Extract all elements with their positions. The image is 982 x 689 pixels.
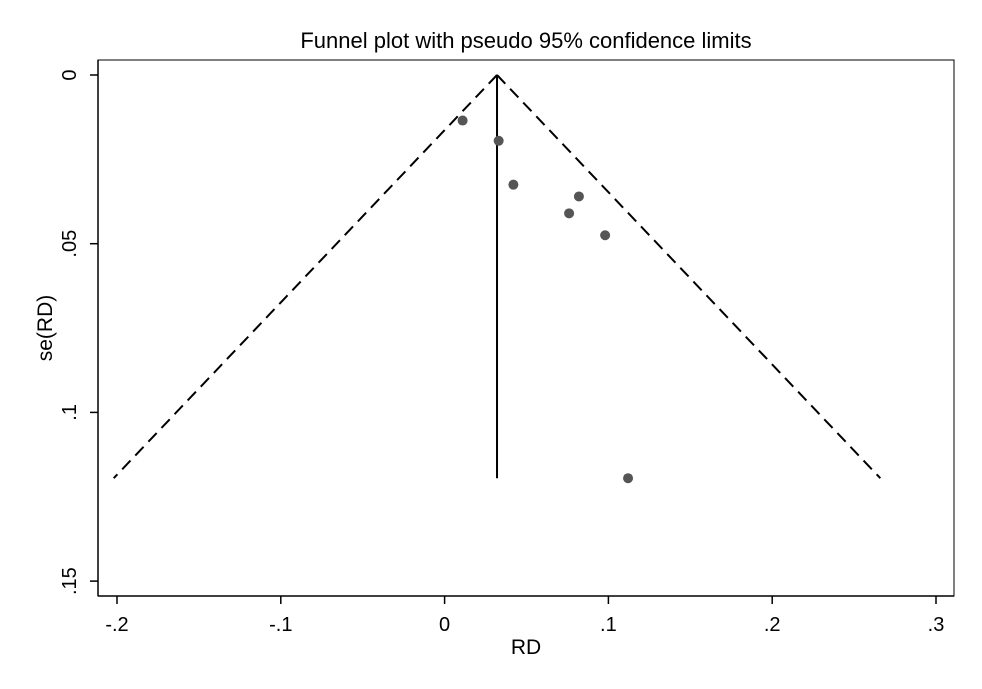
- y-tick-label: 0: [59, 69, 81, 80]
- x-tick-label: .3: [928, 614, 945, 636]
- y-tick-label: .1: [59, 404, 81, 421]
- data-point: [600, 230, 611, 241]
- x-tick-label: -.2: [105, 614, 128, 636]
- data-point: [564, 208, 575, 219]
- data-points: [457, 115, 634, 484]
- x-tick-label: .2: [764, 614, 781, 636]
- data-point: [508, 179, 519, 190]
- y-axis-title: se(RD): [34, 295, 57, 362]
- x-axis-title: RD: [511, 636, 541, 659]
- y-axis-ticks: 0 .05 .1 .15: [59, 69, 98, 595]
- y-tick-label: .15: [59, 567, 81, 595]
- x-axis-ticks: -.2 -.1 0 .1 .2 .3: [105, 596, 944, 636]
- data-point: [493, 135, 504, 146]
- x-tick-label: 0: [439, 614, 450, 636]
- data-point: [623, 473, 634, 484]
- chart-title: Funnel plot with pseudo 95% confidence l…: [300, 28, 751, 53]
- data-point: [573, 191, 584, 202]
- x-tick-label: .1: [600, 614, 617, 636]
- left-confidence-limit: [112, 74, 498, 479]
- right-confidence-limit: [496, 74, 882, 479]
- x-tick-label: -.1: [269, 614, 292, 636]
- y-tick-label: .05: [59, 230, 81, 258]
- data-point: [457, 115, 468, 126]
